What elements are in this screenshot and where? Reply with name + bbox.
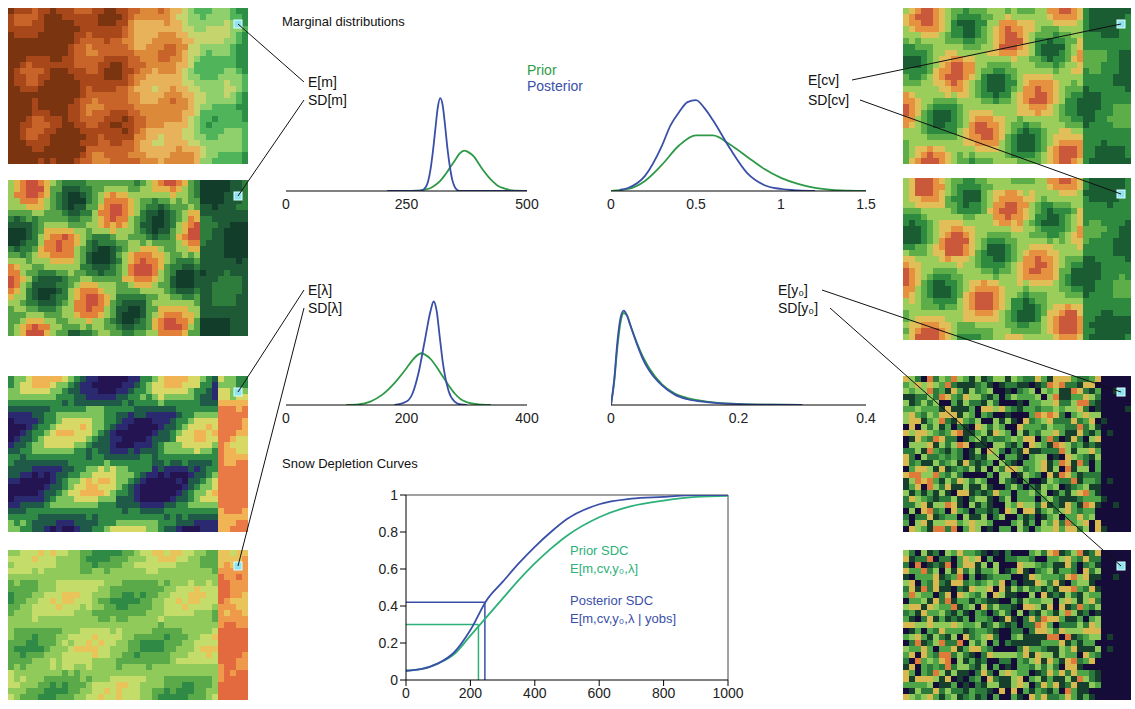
html-text:SD[m]: SD[m] [308,92,347,108]
svg-text:0: 0 [282,196,290,212]
html-text:SD[y₀]: SD[y₀] [778,300,818,316]
svg-text:0: 0 [390,672,398,688]
html-text:Posterior SDC: Posterior SDC [570,593,654,608]
html-text:E[y₀]: E[y₀] [778,282,808,298]
svg-text:800: 800 [652,685,676,701]
svg-text:0: 0 [282,410,290,426]
html-text:Snow Depletion Curves: Snow Depletion Curves [282,456,418,471]
svg-text:1: 1 [777,196,785,212]
html-text:E[λ]: E[λ] [308,282,333,298]
svg-text:0: 0 [607,196,615,212]
svg-text:0: 0 [402,685,410,701]
svg-text:0.6: 0.6 [379,561,399,577]
html-text:E[m,cv,y₀,λ]: E[m,cv,y₀,λ] [570,561,638,576]
svg-text:1.5: 1.5 [856,196,876,212]
svg-text:600: 600 [588,685,612,701]
html-text:SD[λ]: SD[λ] [308,300,343,316]
html-text:Posterior: Posterior [527,78,583,94]
svg-text:0.8: 0.8 [379,524,399,540]
svg-text:0.2: 0.2 [729,410,749,426]
svg-text:0.2: 0.2 [379,635,399,651]
html-text:E[m]: E[m] [308,74,337,90]
html-text:E[m,cv,y₀,λ | yobs]: E[m,cv,y₀,λ | yobs] [570,611,677,626]
svg-text:400: 400 [515,410,539,426]
html-text:Prior SDC: Prior SDC [570,543,629,558]
svg-text:1: 1 [390,487,398,503]
svg-text:0: 0 [607,410,615,426]
svg-text:0.4: 0.4 [856,410,876,426]
html-text:SD[cv]: SD[cv] [808,92,850,108]
html-text:Prior: Prior [527,62,557,78]
html-text:Marginal distributions: Marginal distributions [282,14,405,29]
svg-text:250: 250 [395,196,419,212]
html-text:E[cv]: E[cv] [808,72,840,88]
svg-text:0.4: 0.4 [379,598,399,614]
svg-text:1000: 1000 [712,685,743,701]
svg-text:400: 400 [523,685,547,701]
svg-text:500: 500 [515,196,539,212]
svg-text:0.5: 0.5 [686,196,706,212]
svg-text:200: 200 [459,685,483,701]
svg-text:200: 200 [395,410,419,426]
